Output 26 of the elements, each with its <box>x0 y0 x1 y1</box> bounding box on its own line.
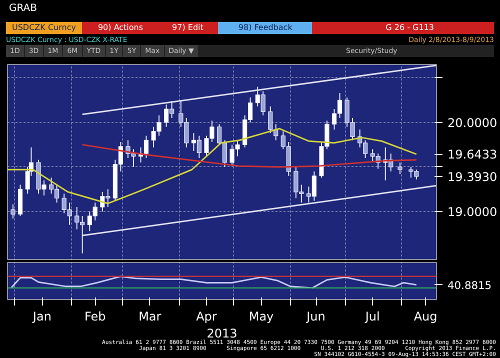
candlestick <box>144 135 149 159</box>
candlestick <box>216 124 222 146</box>
line-series <box>8 128 418 204</box>
x-tick-label: Aug <box>414 310 438 324</box>
x-tick-label: Jan <box>32 310 52 324</box>
x-tick-label: Apr <box>196 310 217 324</box>
candlestick <box>398 162 402 175</box>
y-tick-label: 19.0000 <box>448 205 498 219</box>
candlestick <box>10 204 16 220</box>
text: G 26 - G113 <box>386 22 434 34</box>
x-tick-label: Feb <box>84 310 106 324</box>
y-tick-label: 19.3930 <box>448 170 498 184</box>
text: USDCZK Curncy <box>6 22 82 34</box>
candlestick <box>222 140 228 168</box>
x-axis-title: 2013 <box>206 326 238 340</box>
y-tick-label: 20.0000 <box>448 116 498 130</box>
y-tick-label: 19.6433 <box>448 148 498 162</box>
x-tick-label: Jul <box>364 310 380 324</box>
x-tick-label: May <box>248 310 274 324</box>
text: 98) Feedback <box>218 22 312 34</box>
text: 40.8815 <box>448 278 492 292</box>
text: 97) Edit <box>158 22 218 34</box>
text: 90) Actions <box>84 22 158 34</box>
x-tick-label: Mar <box>138 310 162 324</box>
chart-title: GRAB <box>9 2 37 16</box>
x-tick-label: Jun <box>306 310 326 324</box>
